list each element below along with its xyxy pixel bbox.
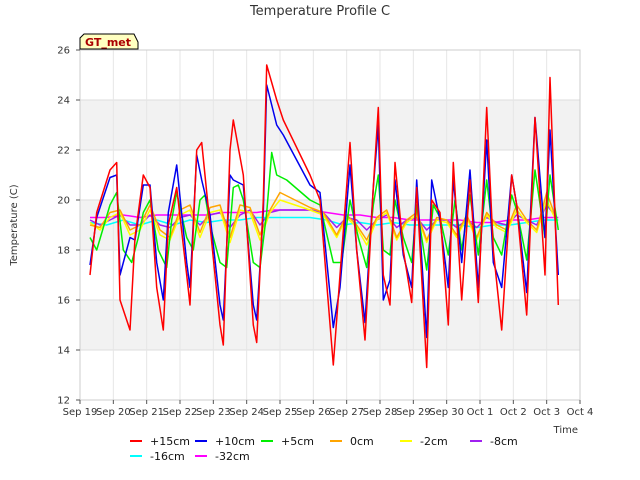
legend-label: +10cm xyxy=(215,435,255,448)
chart-title: Temperature Profile C xyxy=(249,4,390,19)
x-tick-label: Sep 25 xyxy=(263,407,298,418)
legend: +15cm +10cm +5cm 0cm -2cm -8cm -16cm -32cm xyxy=(130,435,518,463)
gt-met-badge: GT_met xyxy=(79,33,139,50)
x-axis-label: Time xyxy=(553,425,578,436)
x-tick-label: Oct 3 xyxy=(533,407,560,418)
y-tick-label: 18 xyxy=(57,246,70,257)
series-line-plus10cm xyxy=(89,84,560,339)
x-tick-label: Sep 23 xyxy=(196,407,231,418)
badge-label: GT_met xyxy=(85,36,131,49)
x-tick-label: Oct 4 xyxy=(567,407,594,418)
x-tick-label: Sep 24 xyxy=(229,407,264,418)
x-tick-label: Sep 27 xyxy=(329,407,364,418)
y-tick-label: 12 xyxy=(57,396,70,407)
plot-frame xyxy=(79,49,581,401)
series-line-plus5cm xyxy=(89,151,560,271)
legend-label: 0cm xyxy=(350,435,374,448)
band-12-14 xyxy=(80,350,580,400)
legend-label: -32cm xyxy=(215,450,250,463)
x-tick-label: Sep 26 xyxy=(296,407,331,418)
legend-label: -8cm xyxy=(490,435,518,448)
series-line-0cm xyxy=(89,191,558,241)
x-tick-label: Sep 28 xyxy=(363,407,398,418)
series-lines xyxy=(89,64,560,369)
x-tick-label: Oct 1 xyxy=(467,407,494,418)
y-tick-label: 16 xyxy=(57,296,70,307)
band-20-22 xyxy=(80,150,580,200)
x-tick-label: Sep 21 xyxy=(129,407,164,418)
legend-label: +5cm xyxy=(281,435,314,448)
y-tick-label: 24 xyxy=(57,96,70,107)
x-tick-label: Sep 20 xyxy=(96,407,131,418)
x-tick-label: Sep 30 xyxy=(429,407,464,418)
band-24-26 xyxy=(80,50,580,100)
plot-background xyxy=(80,50,580,400)
band-22-24 xyxy=(80,100,580,150)
series-line-plus15cm xyxy=(89,64,560,369)
legend-label: +15cm xyxy=(150,435,190,448)
legend-label: -16cm xyxy=(150,450,185,463)
x-tick-label: Sep 22 xyxy=(163,407,198,418)
legend-label: -2cm xyxy=(420,435,448,448)
y-tick-label: 22 xyxy=(57,146,70,157)
series-line-minus2cm xyxy=(89,199,558,246)
y-tick-label: 26 xyxy=(57,46,70,57)
y-tick-label: 14 xyxy=(57,346,70,357)
y-axis: 12 14 16 18 20 22 24 26 xyxy=(57,46,80,407)
y-tick-label: 20 xyxy=(57,196,70,207)
y-axis-label: Temperature (C) xyxy=(9,184,20,266)
x-tick-label: Sep 29 xyxy=(396,407,431,418)
x-tick-label: Oct 2 xyxy=(500,407,527,418)
x-tick-label: Sep 19 xyxy=(63,407,98,418)
